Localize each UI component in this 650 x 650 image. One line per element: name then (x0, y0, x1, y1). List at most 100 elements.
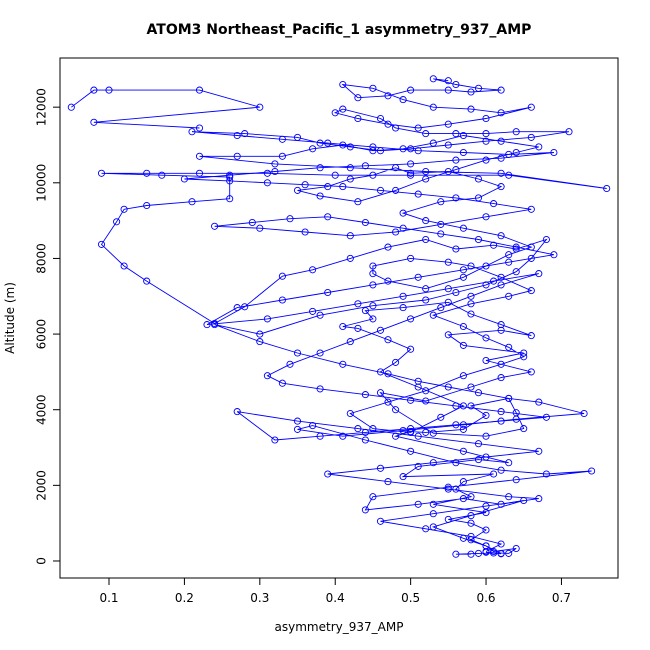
data-point (226, 173, 234, 181)
data-point (369, 84, 377, 92)
data-point (437, 198, 445, 206)
data-point (497, 540, 505, 548)
data-point (467, 383, 475, 391)
data-point (407, 169, 415, 177)
data-point (444, 298, 452, 306)
data-point (482, 411, 490, 419)
data-point (407, 447, 415, 455)
data-point (241, 130, 249, 138)
data-point (482, 453, 490, 461)
data-point (437, 304, 445, 312)
data-point (361, 218, 369, 227)
data-point (376, 147, 385, 155)
data-point (407, 145, 415, 153)
data-point (422, 175, 430, 183)
data-point (482, 542, 490, 550)
data-point (527, 287, 535, 295)
data-point (354, 324, 362, 332)
data-point (384, 92, 392, 100)
data-point (429, 500, 437, 508)
data-point (444, 331, 452, 339)
data-point (67, 103, 75, 111)
data-point (346, 175, 354, 183)
data-point (497, 408, 505, 416)
series-line (71, 89, 260, 129)
data-point (376, 114, 385, 123)
data-point (429, 429, 437, 437)
data-point (256, 338, 264, 346)
data-point (444, 285, 452, 293)
x-axis: 0.1 0.2 0.3 0.4 0.5 0.6 0.7 (99, 577, 571, 605)
data-point (392, 124, 400, 132)
data-point (467, 512, 475, 520)
data-point (361, 506, 369, 514)
data-point (211, 222, 219, 230)
data-point (407, 86, 415, 94)
data-point (482, 281, 490, 289)
data-point (369, 281, 377, 289)
series-0 (97, 131, 611, 558)
data-point (324, 288, 332, 297)
data-point (369, 147, 377, 155)
data-point (263, 179, 271, 187)
data-point (113, 218, 121, 226)
series-line (184, 78, 570, 552)
data-point (452, 459, 460, 467)
data-point (422, 285, 430, 293)
data-point (459, 425, 467, 433)
data-point (550, 251, 558, 259)
data-point (459, 322, 467, 331)
data-point (392, 186, 400, 194)
data-point (407, 315, 415, 323)
data-point (459, 273, 467, 281)
data-point (309, 266, 317, 274)
data-point (376, 517, 385, 525)
data-point (535, 398, 543, 406)
data-point (497, 183, 505, 191)
data-point (467, 402, 475, 410)
x-tick-label: 0.4 (326, 591, 345, 605)
data-point (414, 432, 422, 440)
data-point (505, 150, 513, 158)
data-point (542, 470, 550, 478)
series-layer (67, 75, 611, 558)
data-point (384, 336, 392, 344)
x-tick-label: 0.5 (401, 591, 420, 605)
data-point (505, 459, 513, 467)
data-point (324, 139, 332, 147)
data-point (376, 186, 385, 194)
data-point (505, 251, 513, 259)
data-point (414, 462, 422, 470)
data-point (490, 470, 498, 478)
data-point (459, 447, 467, 455)
data-point (452, 156, 460, 164)
data-point (392, 228, 400, 236)
data-point (474, 440, 483, 448)
data-point (384, 277, 392, 285)
data-point (467, 105, 475, 113)
data-point (324, 183, 332, 191)
data-point (271, 167, 279, 176)
data-point (339, 80, 347, 89)
data-point (97, 240, 106, 248)
data-point (316, 164, 324, 172)
data-point (422, 130, 430, 138)
data-point (520, 425, 528, 433)
data-point (354, 198, 362, 206)
data-point (527, 205, 535, 213)
data-point (293, 349, 302, 357)
data-point (505, 394, 513, 402)
y-tick-label: 0 (35, 557, 49, 565)
data-point (505, 493, 513, 501)
data-point (474, 235, 483, 244)
data-point (278, 272, 286, 280)
data-point (497, 109, 505, 117)
data-point (437, 230, 445, 238)
data-point (482, 156, 490, 164)
data-point (474, 84, 483, 92)
data-point (301, 228, 309, 236)
data-point (369, 270, 377, 278)
data-point (452, 245, 460, 253)
data-point (459, 372, 467, 380)
data-point (407, 160, 415, 168)
